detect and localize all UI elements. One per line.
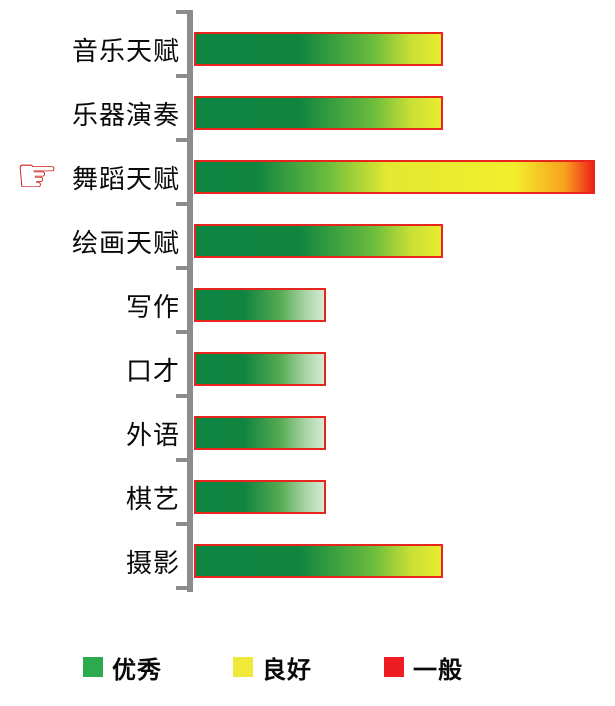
category-label: 口才 [125, 355, 180, 386]
chart-row: 舞蹈天赋 [0, 160, 615, 194]
axis-tick [176, 266, 188, 270]
axis-tick [176, 394, 188, 398]
bar-绘画天赋 [194, 224, 443, 258]
category-label: 外语 [125, 419, 180, 450]
category-label: 舞蹈天赋 [71, 163, 180, 194]
chart-row: 乐器演奏 [0, 96, 615, 130]
bar-音乐天赋 [194, 32, 443, 66]
axis-tick [176, 74, 188, 78]
category-label: 乐器演奏 [71, 99, 180, 130]
bar-写作 [194, 288, 326, 322]
chart-row: 摄影 [0, 544, 615, 578]
chart-row: 棋艺 [0, 480, 615, 514]
chart-row: 口才 [0, 352, 615, 386]
axis-tick [176, 522, 188, 526]
chart-row: 写作 [0, 288, 615, 322]
category-label: 棋艺 [125, 483, 180, 514]
category-label: 写作 [125, 291, 180, 322]
bar-乐器演奏 [194, 96, 443, 130]
legend-item: 优秀 [83, 654, 162, 684]
category-axis-line [187, 10, 193, 592]
axis-tick [176, 202, 188, 206]
legend-label: 一般 [413, 656, 463, 684]
legend-label: 优秀 [112, 656, 162, 684]
bar-口才 [194, 352, 326, 386]
legend-item: 一般 [384, 654, 463, 684]
chart-row: 绘画天赋 [0, 224, 615, 258]
chart-row: 外语 [0, 416, 615, 450]
axis-tick [176, 138, 188, 142]
chart-row: 音乐天赋 [0, 32, 615, 66]
category-label: 音乐天赋 [71, 35, 180, 66]
bar-外语 [194, 416, 326, 450]
axis-tick [176, 330, 188, 334]
bar-舞蹈天赋 [194, 160, 595, 194]
pointing-hand-icon: ☞ [15, 150, 59, 203]
category-label: 摄影 [125, 547, 180, 578]
bar-摄影 [194, 544, 443, 578]
legend-swatch-icon [233, 657, 253, 677]
legend-item: 良好 [233, 654, 312, 684]
axis-tick [176, 458, 188, 462]
category-label: 绘画天赋 [71, 227, 180, 258]
legend-swatch-icon [83, 657, 103, 677]
legend-label: 良好 [262, 656, 312, 684]
bar-棋艺 [194, 480, 326, 514]
legend-swatch-icon [384, 657, 404, 677]
axis-tick [176, 586, 188, 590]
axis-tick [176, 10, 188, 14]
